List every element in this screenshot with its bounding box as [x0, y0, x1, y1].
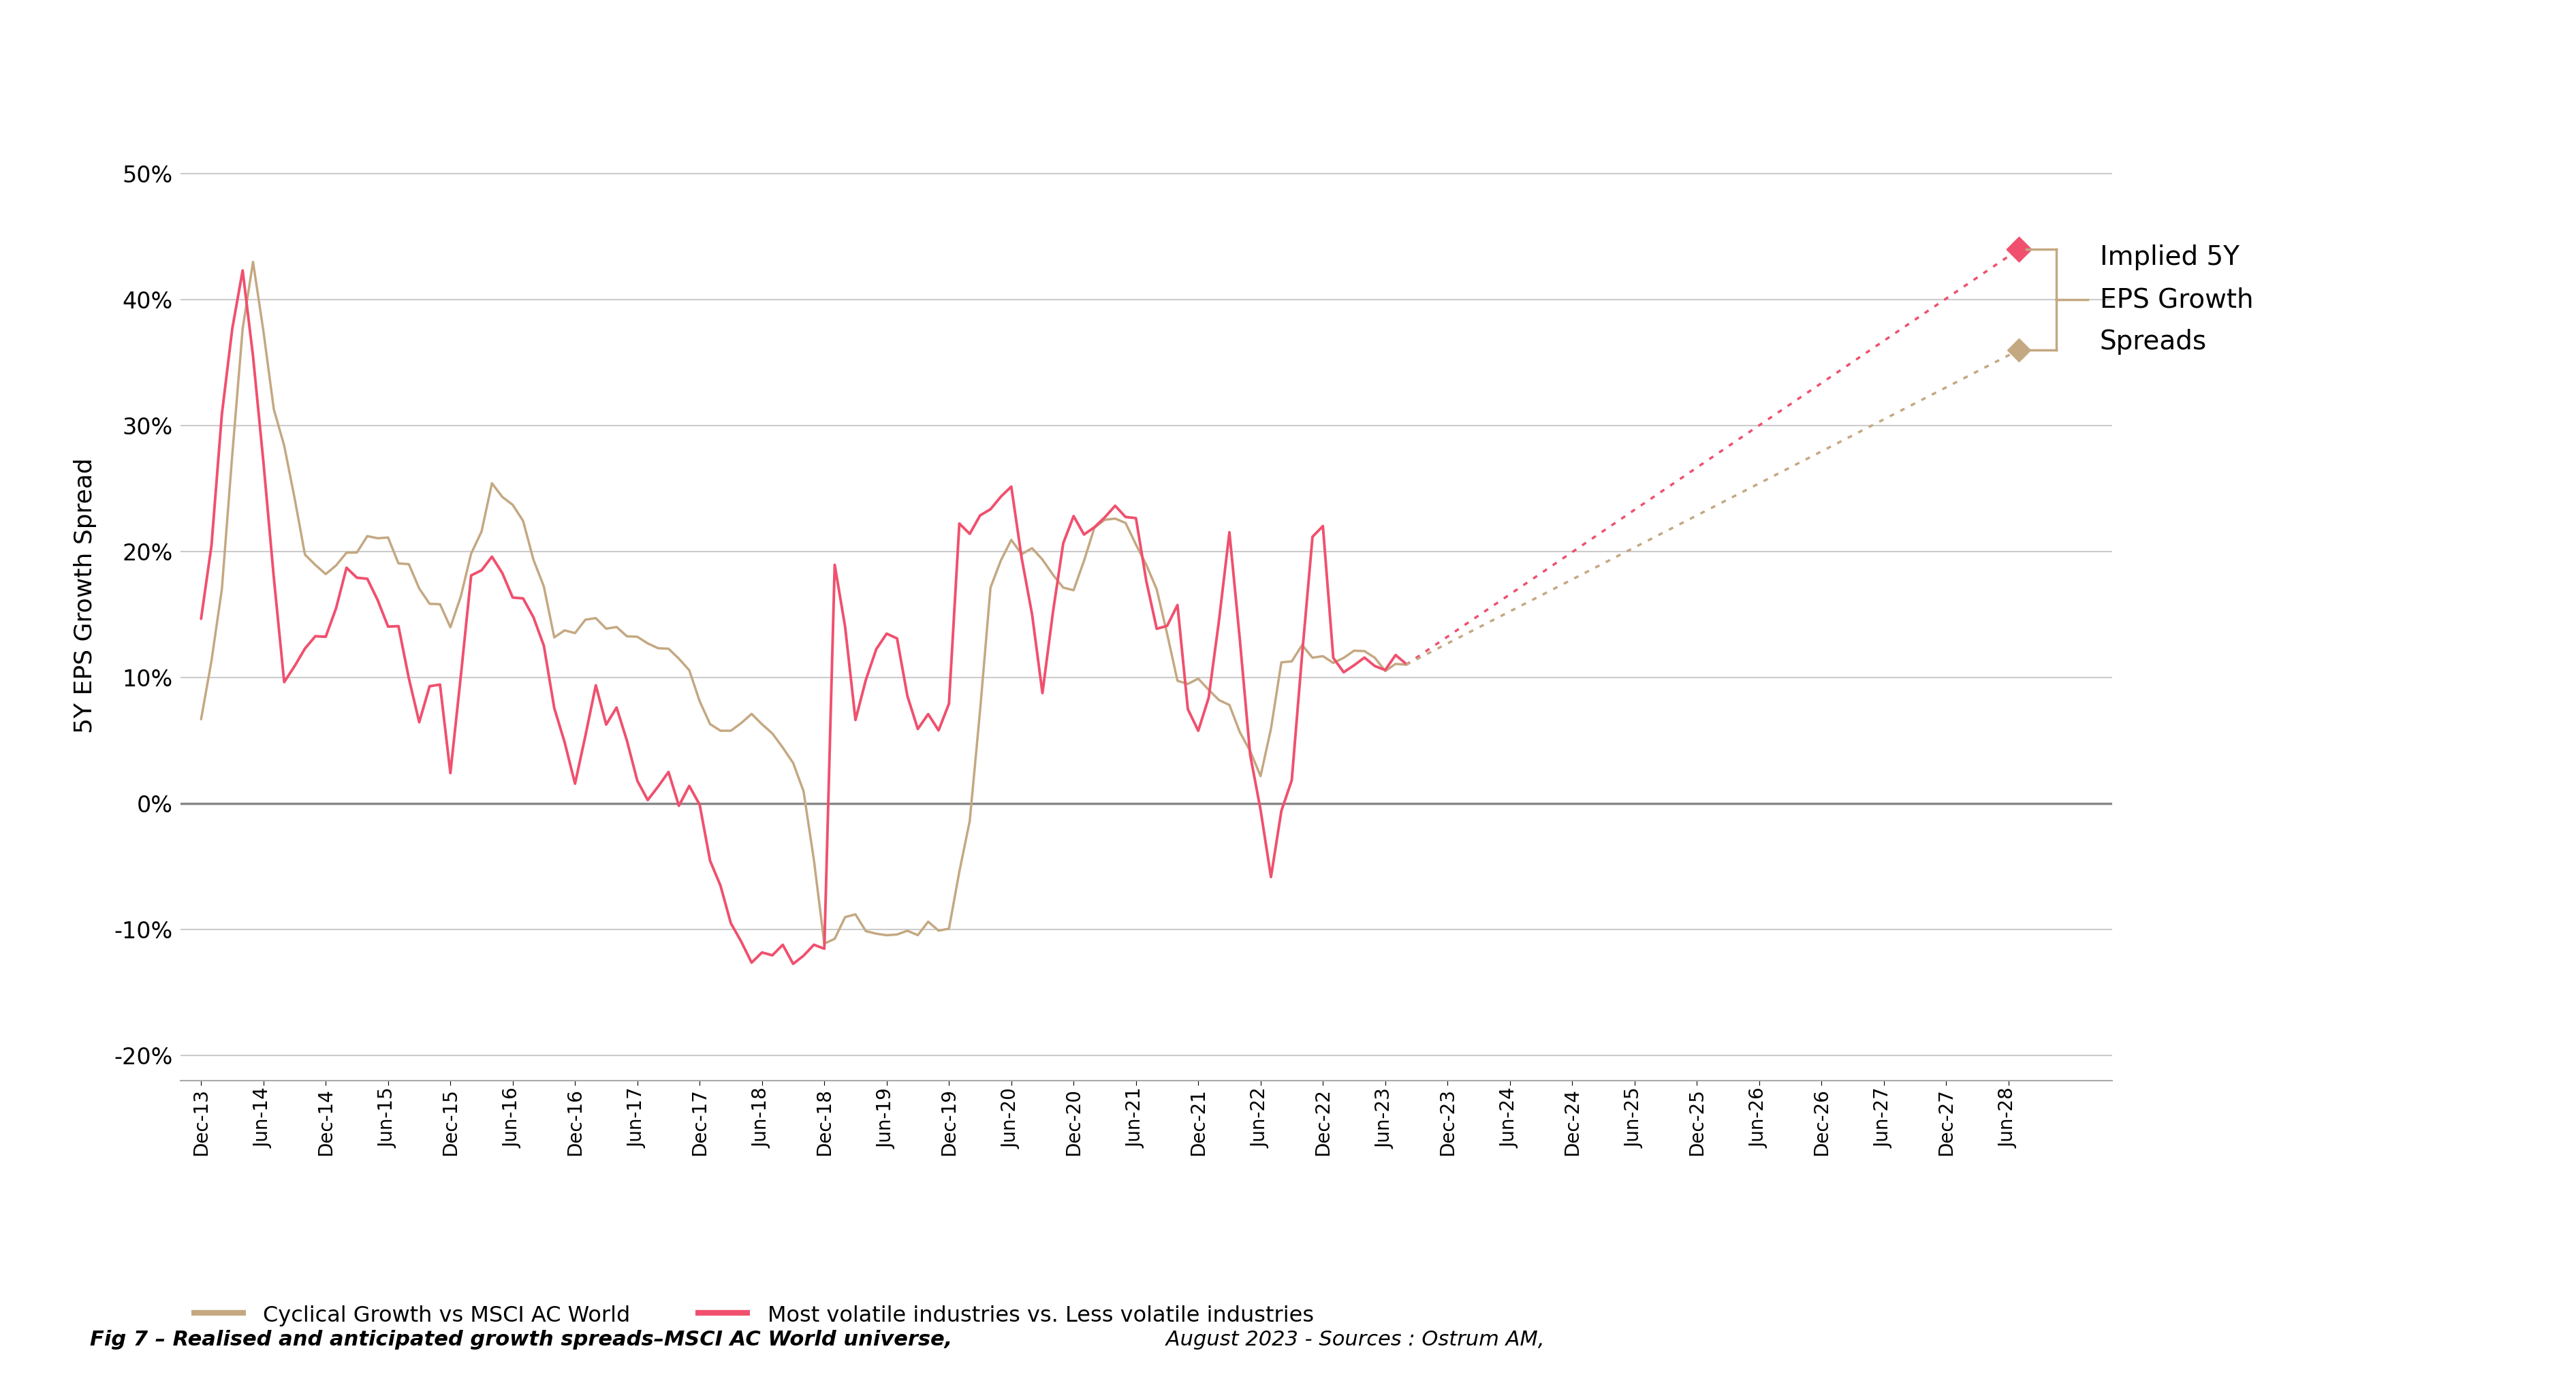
Text: August 2023 - Sources : Ostrum AM,: August 2023 - Sources : Ostrum AM,	[1159, 1330, 1546, 1349]
Text: Fig 7 – Realised and anticipated growth spreads–MSCI AC World universe,: Fig 7 – Realised and anticipated growth …	[90, 1330, 953, 1349]
Point	[1999, 339, 2040, 361]
Text: Implied 5Y
EPS Growth
Spreads: Implied 5Y EPS Growth Spreads	[2099, 245, 2254, 355]
Legend: Cyclical Growth vs MSCI AC World, Most volatile industries vs. Less volatile ind: Cyclical Growth vs MSCI AC World, Most v…	[191, 1305, 1314, 1327]
Point	[1999, 238, 2040, 260]
Y-axis label: 5Y EPS Growth Spread: 5Y EPS Growth Spread	[75, 458, 98, 733]
